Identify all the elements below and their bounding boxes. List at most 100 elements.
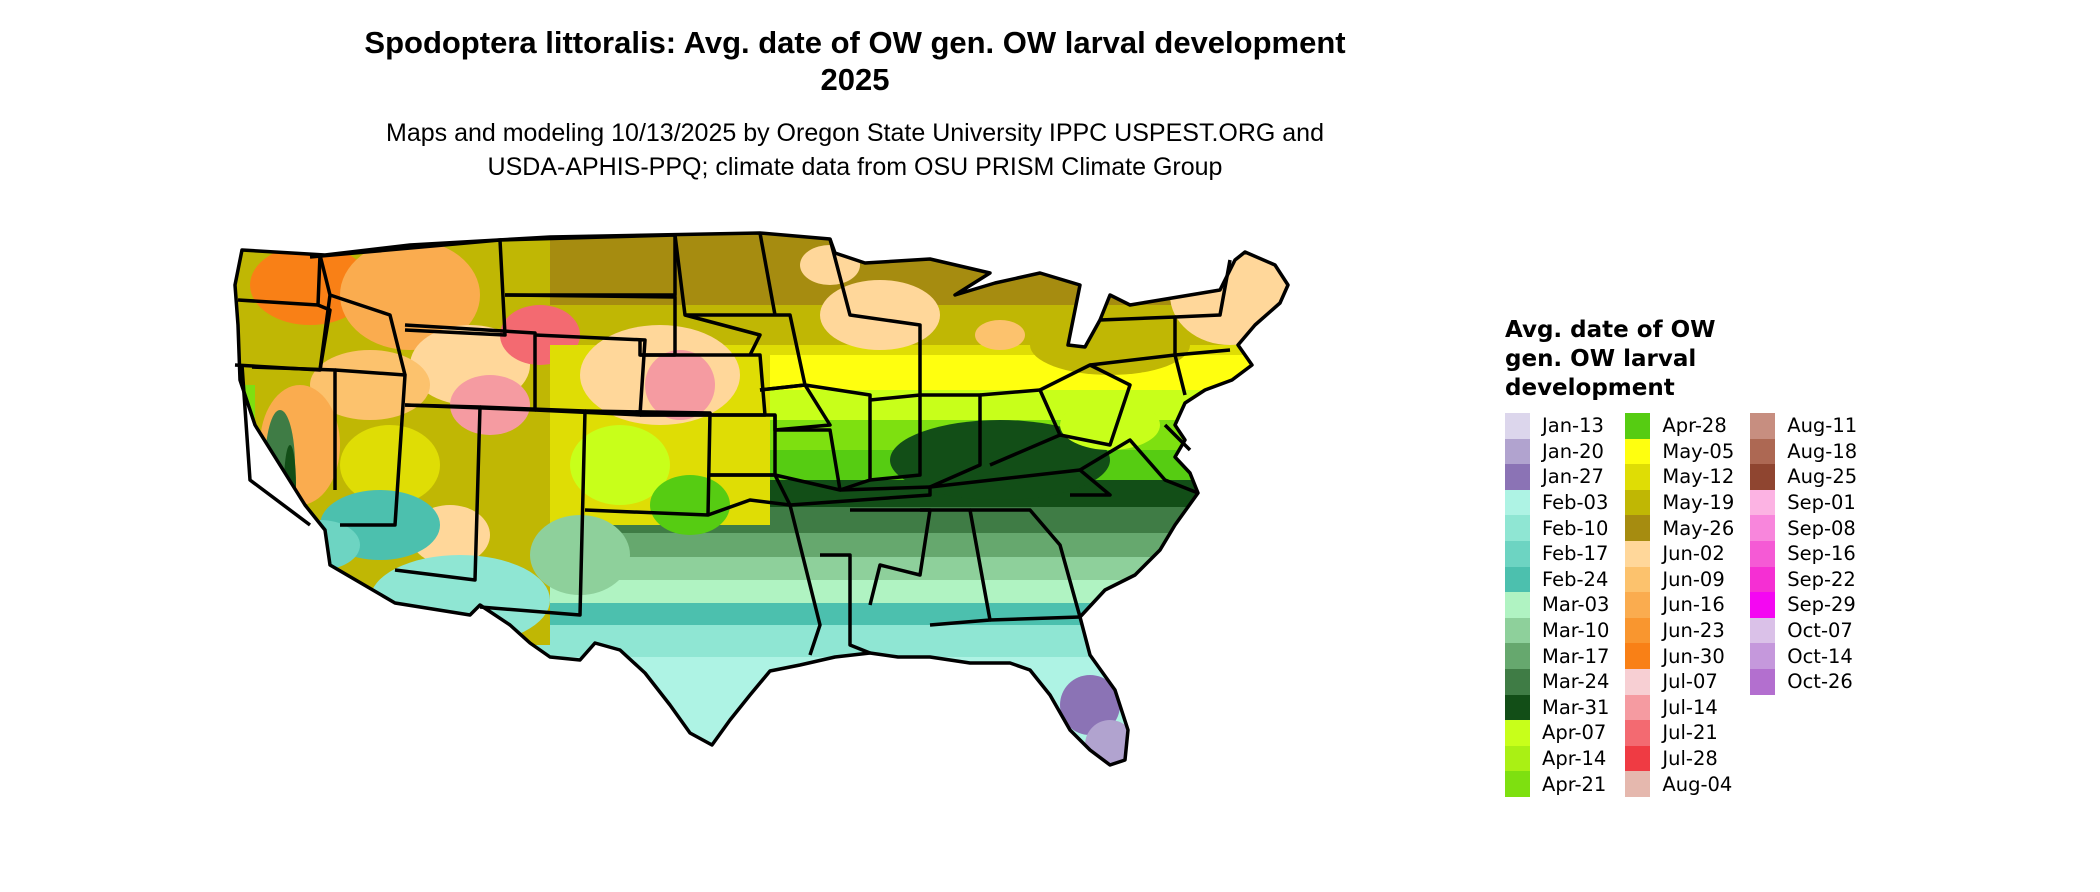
legend-swatch	[1750, 464, 1776, 490]
legend-label: Aug-18	[1787, 439, 1858, 463]
legend-swatch	[1750, 540, 1776, 567]
legend-label: Apr-07	[1542, 721, 1607, 745]
legend-swatch	[1750, 515, 1776, 541]
legend-label: Apr-21	[1542, 772, 1607, 796]
legend-swatch	[1625, 643, 1651, 669]
legend-item: Sep-08	[1750, 515, 1857, 541]
legend-swatch	[1750, 566, 1776, 593]
legend-swatch	[1625, 694, 1651, 721]
legend-label: Jul-28	[1662, 747, 1718, 771]
legend-swatch	[1625, 540, 1651, 567]
legend-item: Feb-24	[1505, 566, 1609, 593]
legend-label: Jun-02	[1662, 542, 1725, 566]
legend-swatch	[1505, 489, 1530, 516]
legend-label: Jun-09	[1662, 567, 1725, 591]
legend-label: Sep-16	[1787, 542, 1856, 566]
legend-item: Sep-22	[1750, 566, 1857, 593]
legend-item: Oct-14	[1750, 643, 1857, 669]
legend-item: Sep-29	[1750, 592, 1857, 618]
legend-item: May-05	[1625, 438, 1734, 465]
legend-label: Jun-23	[1662, 619, 1725, 643]
legend-item: Oct-26	[1750, 668, 1857, 695]
legend-label: Sep-01	[1787, 491, 1856, 515]
legend-item: Jul-21	[1625, 720, 1734, 746]
legend-swatch	[1625, 617, 1651, 644]
legend-swatch	[1505, 745, 1530, 772]
legend-swatch	[1505, 464, 1530, 490]
legend-label: Jan-20	[1542, 439, 1604, 463]
legend-swatch	[1625, 438, 1651, 465]
legend-swatch	[1505, 771, 1530, 797]
legend-item: Feb-17	[1505, 540, 1609, 567]
legend-label: Sep-29	[1787, 593, 1856, 617]
legend-column: Apr-28 May-05 May-12 May-19 May-26 Jun-02 Jun-…	[1625, 413, 1734, 797]
legend-label: Mar-31	[1542, 695, 1610, 719]
legend-label: Jul-14	[1662, 695, 1718, 719]
legend-swatch	[1625, 413, 1651, 439]
legend-swatch	[1505, 668, 1530, 695]
legend-item: Aug-25	[1750, 464, 1857, 490]
legend-item: Feb-10	[1505, 515, 1609, 541]
legend-swatch	[1625, 515, 1651, 541]
legend-label: Oct-26	[1787, 670, 1853, 694]
us-map-svg	[233, 231, 1290, 767]
legend-item: Mar-31	[1505, 694, 1610, 721]
legend-swatch	[1625, 745, 1651, 772]
map-title-text: Spodoptera littoralis: Avg. date of OW g…	[364, 25, 1346, 60]
legend-item: Aug-18	[1750, 438, 1858, 465]
legend-item: Aug-11	[1750, 413, 1857, 439]
legend-swatch	[1750, 489, 1776, 516]
legend-item: Apr-21	[1505, 771, 1609, 797]
legend-item: Oct-07	[1750, 617, 1857, 644]
legend-item: May-19	[1625, 489, 1735, 516]
legend-swatch	[1625, 771, 1651, 797]
legend-label: Aug-25	[1787, 465, 1858, 489]
map-subtitle: Maps and modeling 10/13/2025 by Oregon S…	[255, 116, 1455, 184]
legend-label: Mar-03	[1542, 593, 1610, 617]
legend-swatch	[1505, 566, 1530, 593]
legend-item: Mar-24	[1505, 668, 1609, 695]
legend-swatch	[1505, 720, 1530, 746]
legend-item: Jul-14	[1625, 694, 1734, 721]
legend-swatch	[1625, 464, 1651, 490]
legend-swatch	[1750, 413, 1776, 439]
us-map	[230, 225, 1460, 890]
legend-swatch	[1505, 694, 1530, 721]
legend-swatch	[1750, 643, 1776, 669]
legend-item: Jan-13	[1505, 413, 1609, 439]
legend-title: Avg. date of OW gen. OW larval developme…	[1505, 317, 1716, 401]
legend-label: Jun-30	[1662, 644, 1725, 668]
legend-label: May-19	[1662, 491, 1735, 515]
legend-swatch	[1505, 515, 1530, 541]
legend-label: Jan-13	[1542, 414, 1604, 438]
legend-item: Sep-01	[1750, 489, 1857, 516]
legend-item: Aug-04	[1625, 771, 1734, 797]
legend-swatch	[1750, 438, 1776, 465]
legend-swatch	[1505, 438, 1530, 465]
legend-item: Jul-28	[1625, 745, 1734, 772]
legend-item: Apr-28	[1625, 413, 1734, 439]
legend-swatch	[1625, 668, 1651, 695]
legend-swatch	[1750, 592, 1776, 618]
us-outline	[233, 231, 1290, 767]
legend-item: Apr-14	[1505, 745, 1609, 772]
map-title: Spodoptera littoralis: Avg. date of OW g…	[255, 24, 1455, 98]
legend: Avg. date of OW gen. OW larval developme…	[1505, 316, 1857, 797]
legend-item: May-26	[1625, 515, 1734, 541]
state-borders	[233, 231, 1290, 767]
legend-label: Feb-24	[1542, 567, 1609, 591]
legend-item: Apr-07	[1505, 720, 1609, 746]
legend-item: Jun-30	[1625, 643, 1734, 669]
legend-label: Jul-21	[1662, 721, 1718, 745]
legend-swatch	[1505, 540, 1530, 567]
legend-column: Aug-11 Aug-18 Aug-25 Sep-01 Sep-08 Sep-16 Sep-…	[1750, 413, 1857, 797]
legend-item: Jun-02	[1625, 540, 1734, 567]
legend-label: Jan-27	[1542, 465, 1604, 489]
legend-label: Feb-10	[1542, 516, 1609, 540]
legend-swatch	[1505, 643, 1530, 669]
legend-item: Jan-20	[1505, 438, 1609, 465]
legend-item: Sep-16	[1750, 540, 1857, 567]
legend-swatch	[1625, 489, 1651, 516]
map-title-year: 2025	[820, 62, 890, 97]
legend-swatch	[1750, 617, 1776, 644]
